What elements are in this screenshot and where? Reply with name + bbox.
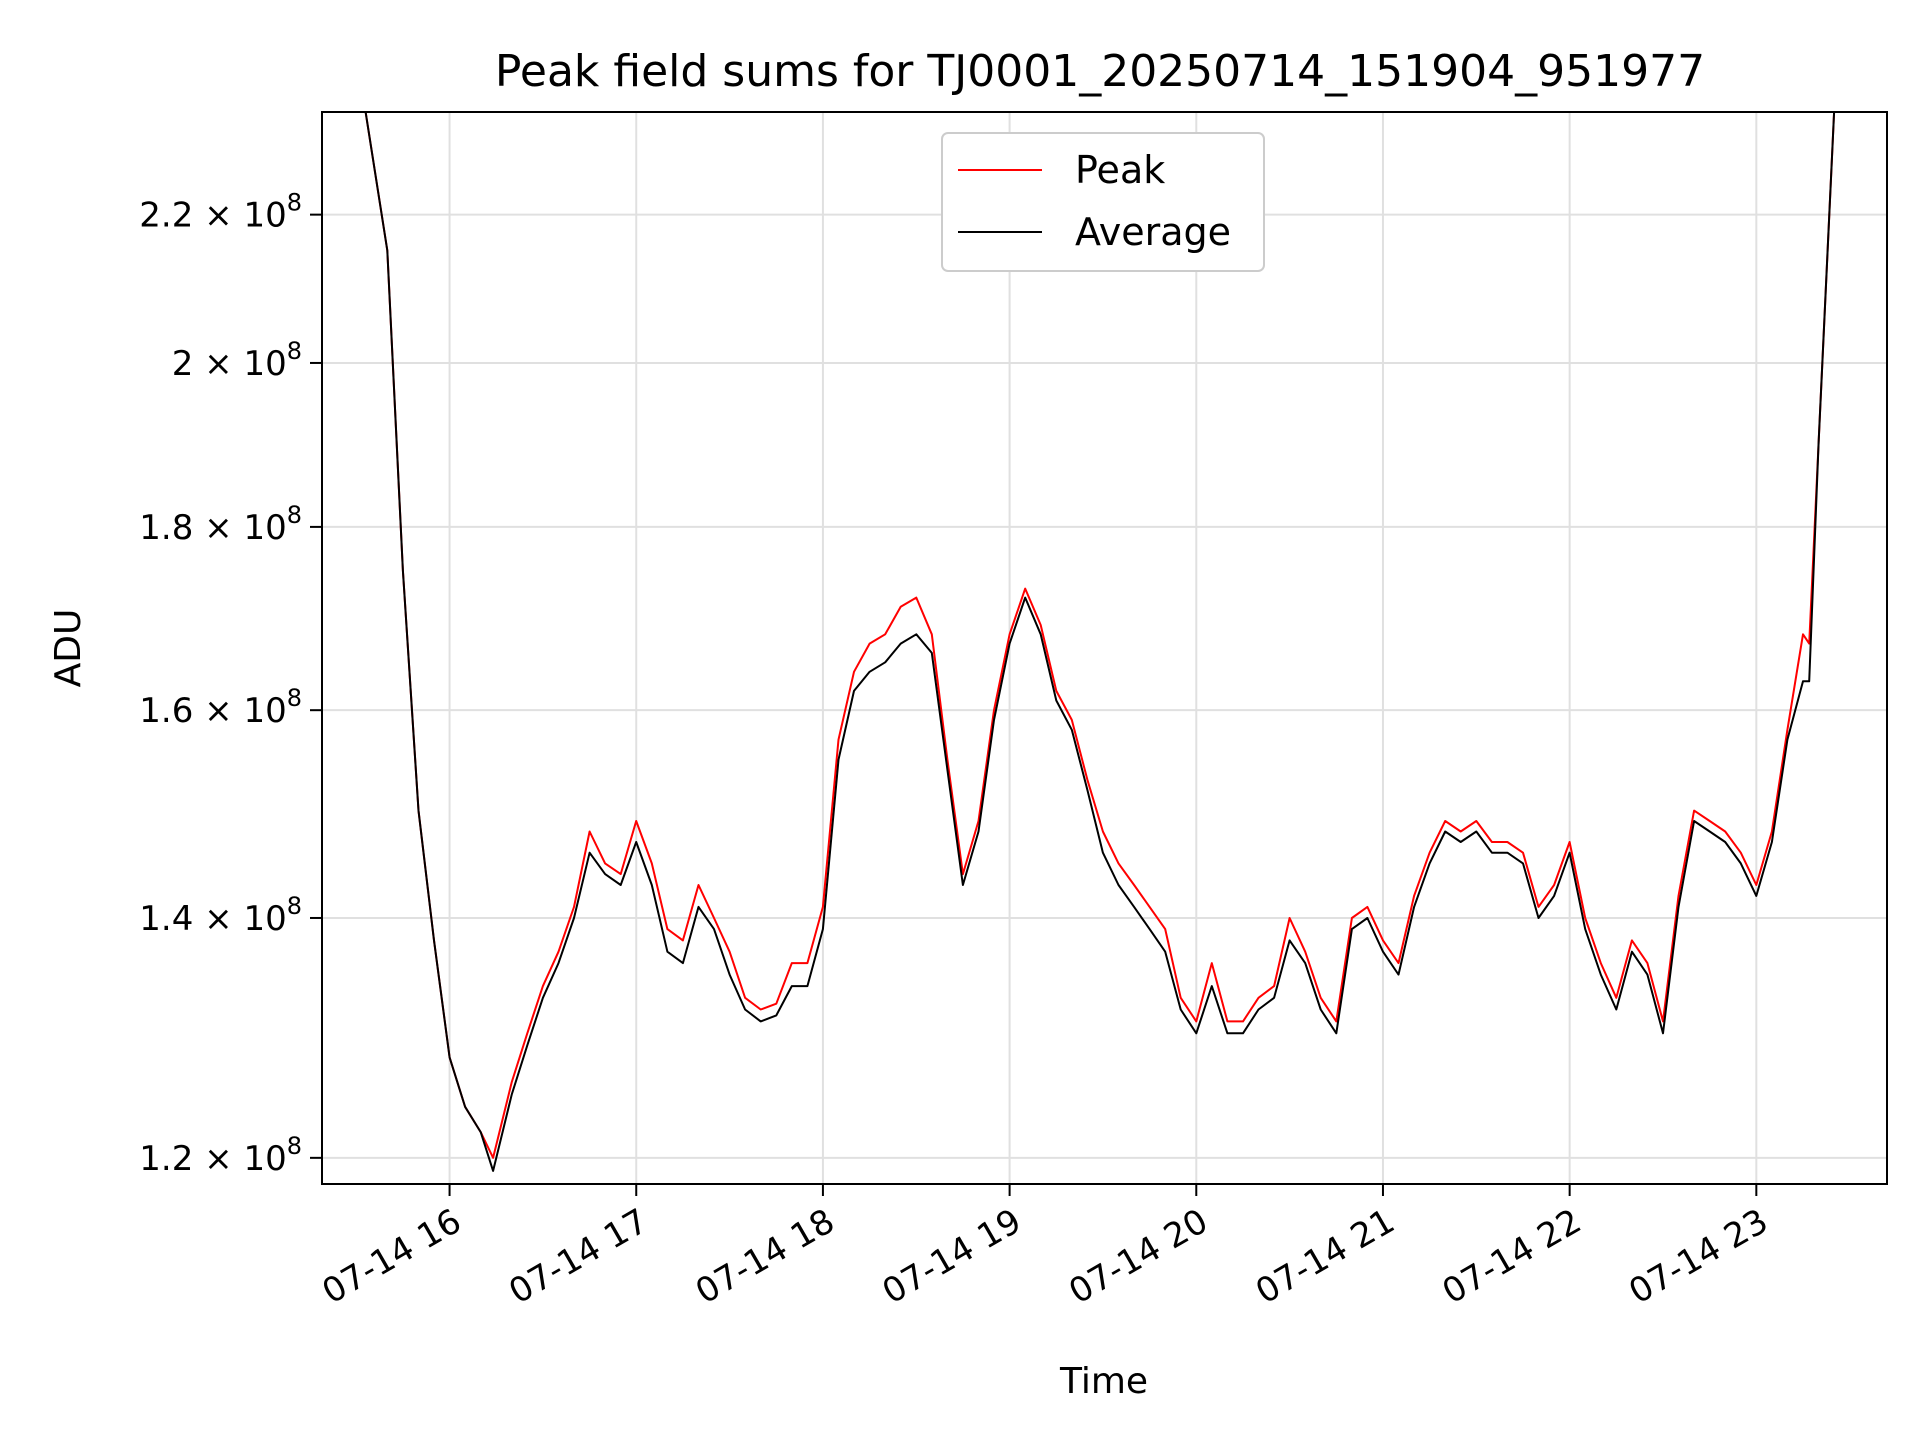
x-axis-label: Time <box>1059 1361 1148 1402</box>
chart-title: Peak field sums for TJ0001_20250714_1519… <box>495 46 1705 97</box>
series-line-peak <box>364 112 1836 1159</box>
y-tick-label: 1.6 × 108 <box>139 684 302 731</box>
y-tick-label: 1.8 × 108 <box>139 501 302 548</box>
series-line-average <box>364 112 1836 1172</box>
legend: Peak Average <box>941 132 1265 272</box>
y-tick-label: 1.4 × 108 <box>139 892 302 939</box>
y-tick-label: 2 × 108 <box>172 337 302 384</box>
plot-frame <box>321 111 1888 1185</box>
y-axis-label: ADU <box>48 609 89 688</box>
series-layer <box>364 112 1836 1172</box>
legend-label-peak: Peak <box>1075 148 1165 192</box>
y-tick-label: 2.2 × 108 <box>139 189 302 236</box>
plot-area <box>321 111 1888 1185</box>
legend-box <box>941 132 1265 272</box>
y-tick-label: 1.2 × 108 <box>139 1132 302 1179</box>
y-axis-ticks: 1.2 × 108 1.4 × 108 1.6 × 108 1.8 × 108 2 × … <box>139 189 322 1179</box>
legend-label-average: Average <box>1075 210 1231 254</box>
